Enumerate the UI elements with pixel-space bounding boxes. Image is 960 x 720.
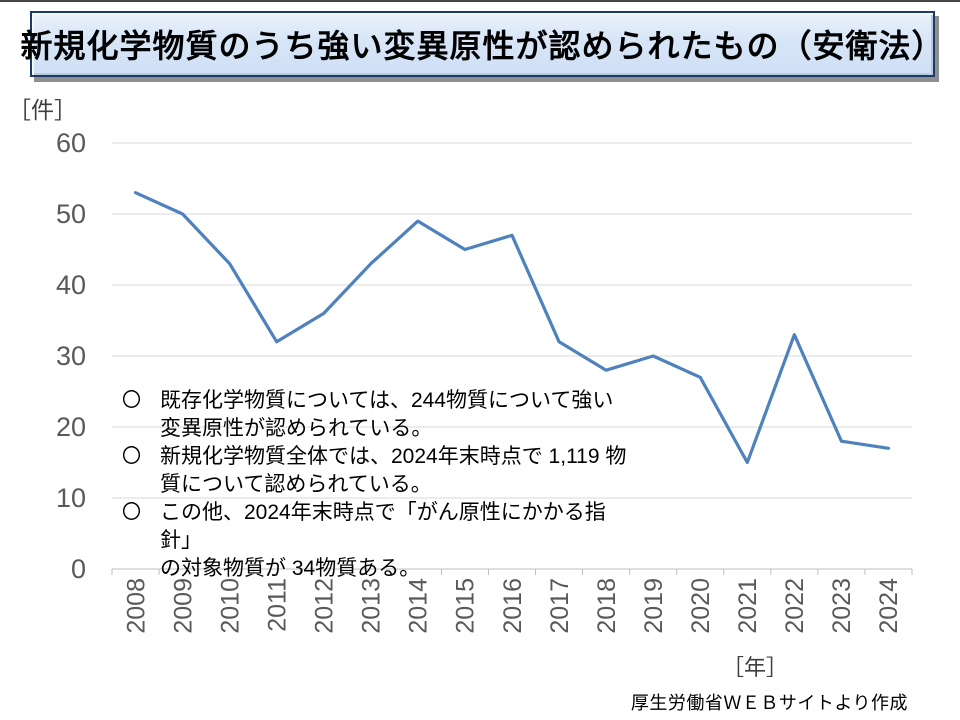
y-tick-label: 10 — [56, 483, 86, 513]
bullet-circle-icon: 〇 — [122, 390, 142, 411]
source-attribution: 厚生労働省ＷＥＢサイトより作成 — [630, 693, 908, 713]
x-tick-label: 2024 — [875, 578, 903, 634]
x-tick-label: 2012 — [311, 578, 339, 634]
x-tick-label: 2020 — [687, 578, 715, 634]
x-tick-label: 2015 — [452, 578, 480, 634]
data-series-line — [133, 191, 891, 465]
notes-block: 〇 既存化学物質については、244物質について強い 変異原性が認められている。 … — [122, 387, 642, 583]
page-title: 新規化学物質のうち強い変異原性が認められたもの（安衛法） — [20, 28, 945, 64]
note-line: 変異原性が認められている。 — [160, 417, 433, 440]
x-tick-label: 2014 — [405, 578, 433, 634]
note-line: 既存化学物質については、244物質について強い — [160, 389, 614, 412]
note-item: 〇 この他、2024年末時点で「がん原性にかかる指針」 の対象物質が 34物質あ… — [122, 499, 642, 583]
x-tick-label: 2019 — [640, 578, 668, 634]
x-tick-label: 2011 — [263, 578, 291, 632]
x-tick-label: 2008 — [122, 578, 150, 634]
title-box: 新規化学物質のうち強い変異原性が認められたもの（安衛法） — [21, 11, 944, 77]
note-line: 質について認められている。 — [160, 473, 432, 496]
bullet-circle-icon: 〇 — [122, 446, 142, 467]
y-tick-label: 60 — [56, 128, 86, 158]
note-item: 〇 既存化学物質については、244物質について強い 変異原性が認められている。 — [122, 387, 642, 443]
y-tick-label: 40 — [56, 270, 86, 300]
note-line: 新規化学物質全体では、2024年末時点で 1,119 物 — [160, 445, 627, 468]
y-tick-label: 20 — [56, 412, 86, 442]
y-tick-label: 50 — [56, 199, 86, 229]
bullet-circle-icon: 〇 — [122, 502, 142, 523]
x-tick-label: 2010 — [216, 578, 244, 634]
x-axis-unit-label: ［年］ — [722, 655, 789, 680]
note-text: 新規化学物質全体では、2024年末時点で 1,119 物 質について認められてい… — [160, 443, 642, 499]
y-tick-label: 0 — [71, 554, 86, 584]
x-tick-label: 2009 — [169, 578, 197, 634]
note-text: この他、2024年末時点で「がん原性にかかる指針」 の対象物質が 34物質ある。 — [160, 499, 642, 583]
x-tick-label: 2016 — [499, 578, 527, 634]
x-tick-label: 2022 — [781, 578, 809, 634]
x-tick-label: 2023 — [828, 578, 856, 634]
note-text: 既存化学物質については、244物質について強い 変異原性が認められている。 — [160, 387, 642, 443]
x-tick-label: 2018 — [593, 578, 621, 634]
note-item: 〇 新規化学物質全体では、2024年末時点で 1,119 物 質について認められ… — [122, 443, 642, 499]
x-tick-label: 2021 — [734, 578, 762, 634]
top-border-line — [0, 0, 960, 2]
y-tick-label: 30 — [56, 341, 86, 371]
y-axis-unit-label: ［件］ — [8, 97, 77, 123]
x-tick-label: 2013 — [358, 578, 386, 634]
note-line: の対象物質が 34物質ある。 — [160, 557, 421, 580]
x-tick-label: 2017 — [546, 578, 574, 634]
note-line: この他、2024年末時点で「がん原性にかかる指針」 — [160, 501, 606, 552]
